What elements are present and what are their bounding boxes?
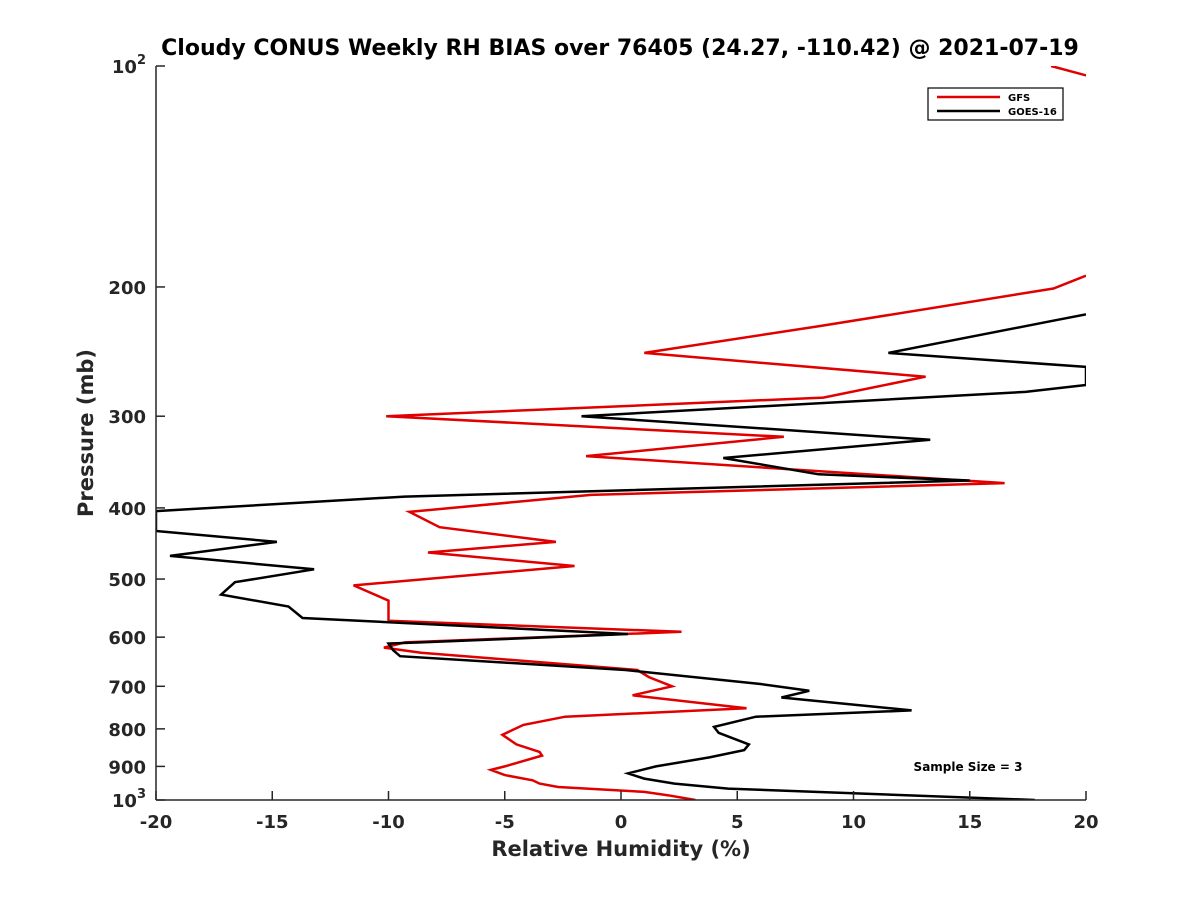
y-tick-label: 700 [108, 677, 146, 698]
x-tick-label: 15 [957, 812, 982, 833]
legend: GFS GOES-16 [927, 87, 1064, 121]
series-line-goes16 [156, 313, 1086, 800]
x-axis-ticks: -20 -15 -10 -5 0 5 10 15 20 [140, 791, 1099, 833]
x-axis-label: Relative Humidity (%) [491, 837, 750, 861]
sample-size-annotation: Sample Size = 3 [914, 760, 1023, 774]
legend-label-gfs: GFS [1008, 93, 1030, 104]
y-axis-label: Pressure (mb) [74, 349, 98, 517]
y-tick-label: 400 [108, 499, 146, 520]
x-tick-label: 10 [841, 812, 866, 833]
y-tick-label: 900 [108, 757, 146, 778]
y-tick-label: 500 [108, 570, 146, 591]
y-axis-ticks: 102 200 300 400 500 600 700 800 900 103 [108, 53, 165, 812]
x-tick-label: 5 [731, 812, 744, 833]
y-tick-label: 102 [112, 53, 146, 78]
x-tick-label: -5 [495, 812, 515, 833]
legend-box [927, 87, 1064, 121]
x-tick-label: -10 [372, 812, 405, 833]
x-tick-label: 20 [1073, 812, 1098, 833]
plot-background [156, 66, 1086, 800]
y-tick-label: 300 [108, 407, 146, 428]
x-tick-label: -20 [140, 812, 173, 833]
y-tick-label: 600 [108, 628, 146, 649]
x-tick-label: 0 [615, 812, 628, 833]
series-line-gfs-top [1050, 66, 1086, 77]
series-line-gfs [353, 274, 1086, 800]
series-layer [156, 66, 1086, 800]
x-tick-label: -15 [256, 812, 289, 833]
y-tick-label: 200 [108, 278, 146, 299]
y-tick-label: 800 [108, 720, 146, 741]
legend-label-goes16: GOES-16 [1008, 107, 1057, 118]
y-tick-label: 103 [112, 787, 146, 812]
plot-area [155, 66, 1086, 801]
chart-title: Cloudy CONUS Weekly RH BIAS over 76405 (… [161, 36, 1079, 61]
